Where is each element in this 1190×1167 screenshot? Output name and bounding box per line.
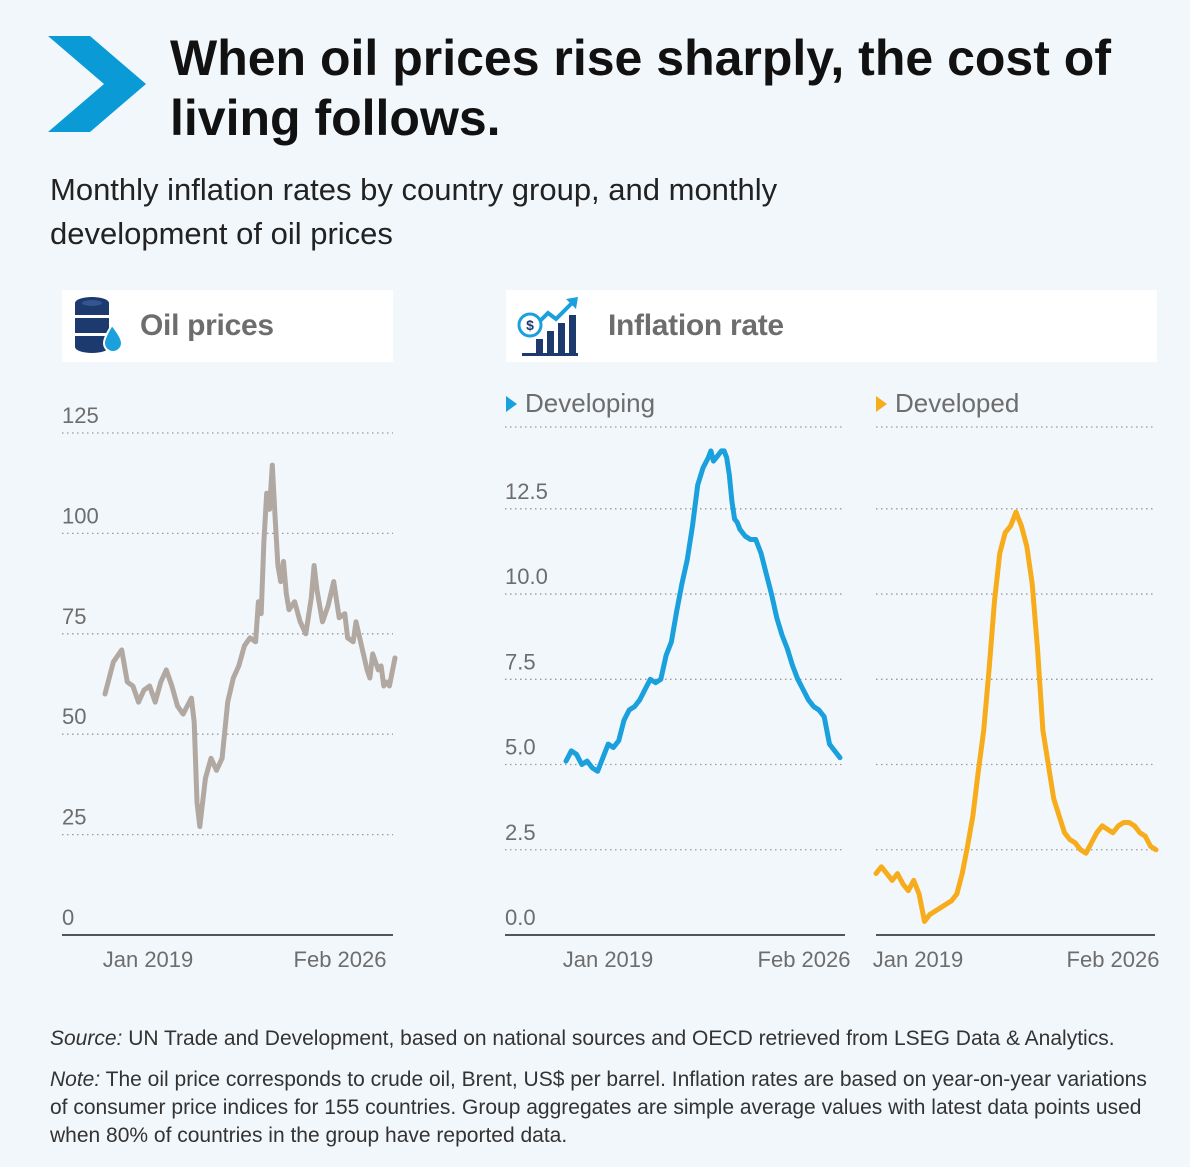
inflation-panel-header: $ Inflation rate: [506, 290, 1157, 362]
developing-label-text: Developing: [525, 388, 656, 418]
oil-series-line: [102, 462, 398, 830]
oil-y-tick-label: 125: [62, 403, 99, 428]
finance-growth-icon: $: [517, 297, 578, 356]
developing-y-tick-label: 0.0: [505, 905, 536, 930]
developing-x-tick-label: Jan 2019: [563, 947, 654, 972]
developing-y-tick-label: 12.5: [505, 479, 548, 504]
oil-barrel-icon: [75, 297, 124, 353]
methodology-note: Note: The oil price corresponds to crude…: [50, 1066, 1160, 1150]
developed-x-tick-label: Feb 2026: [1067, 947, 1160, 972]
developing-y-tick-label: 7.5: [505, 649, 536, 674]
page-subtitle: Monthly inflation rates by country group…: [50, 172, 778, 251]
note-label: Note:: [50, 1068, 101, 1091]
developed-series-line: [873, 509, 1159, 924]
developed-label-text: Developed: [895, 388, 1020, 418]
chevron-logo-icon: [48, 36, 146, 132]
developing-y-tick-label: 10.0: [505, 564, 548, 589]
svg-text:$: $: [526, 317, 534, 333]
triangle-right-icon: [876, 395, 887, 412]
oil-y-tick-label: 50: [62, 704, 86, 729]
developing-y-tick-label: 5.0: [505, 735, 536, 760]
oil-panel-header: Oil prices: [62, 290, 393, 362]
source-note: Source: UN Trade and Development, based …: [50, 1025, 1160, 1053]
oil-y-tick-label: 0: [62, 905, 74, 930]
triangle-right-icon: [506, 395, 517, 412]
oil-y-tick-label: 100: [62, 503, 99, 528]
developing-label: Developing: [506, 388, 655, 419]
note-text: The oil price corresponds to crude oil, …: [50, 1068, 1147, 1147]
oil-y-tick-label: 75: [62, 604, 86, 629]
source-text: UN Trade and Development, based on natio…: [122, 1027, 1115, 1050]
oil-panel-title: Oil prices: [140, 309, 274, 342]
oil-x-tick-label: Feb 2026: [294, 947, 387, 972]
developing-series-line: [563, 448, 843, 774]
oil-y-tick-label: 25: [62, 805, 86, 830]
developed-x-tick-label: Jan 2019: [873, 947, 964, 972]
inflation-panel-title: Inflation rate: [608, 309, 784, 342]
developed-label: Developed: [876, 388, 1019, 419]
developing-y-tick-label: 2.5: [505, 820, 536, 845]
source-label: Source:: [50, 1027, 123, 1050]
page-title: When oil prices rise sharply, the cost o…: [170, 30, 1111, 146]
oil-x-tick-label: Jan 2019: [103, 947, 194, 972]
developing-x-tick-label: Feb 2026: [758, 947, 851, 972]
